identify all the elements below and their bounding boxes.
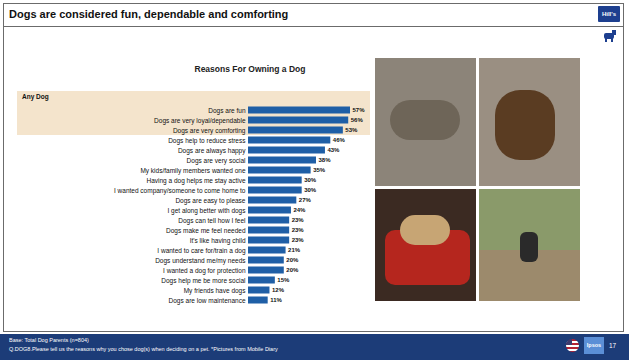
svg-text:35%: 35% [313,167,326,173]
html-text:17: 17 [609,342,617,349]
svg-text:30%: 30% [304,187,317,193]
svg-text:46%: 46% [333,137,346,143]
svg-text:Dogs help to reduce stress: Dogs help to reduce stress [168,137,246,145]
svg-text:21%: 21% [288,247,301,253]
html-text:Dogs are considered fun, depen: Dogs are considered fun, dependable and … [9,8,289,20]
html-text:Hill's: Hill's [601,11,616,17]
html-text:Base: Total Dog Parents (n=804: Base: Total Dog Parents (n=804) [9,337,89,343]
svg-text:Dogs are always happy: Dogs are always happy [178,147,246,155]
svg-text:43%: 43% [327,147,340,153]
svg-text:Dogs can tell how I feel: Dogs can tell how I feel [178,217,246,225]
svg-text:53%: 53% [345,127,358,133]
svg-text:23%: 23% [292,217,305,223]
html-text:Reasons For Owning a Dog: Reasons For Owning a Dog [194,64,306,74]
svg-text:I wanted a dog for protection: I wanted a dog for protection [163,267,246,275]
svg-text:56%: 56% [351,117,364,123]
html-text:Ipsos: Ipsos [586,342,602,348]
svg-text:Dogs make me feel needed: Dogs make me feel needed [166,227,246,235]
svg-text:Dogs are very social: Dogs are very social [187,157,246,165]
svg-text:12%: 12% [272,287,285,293]
svg-text:Dogs are low maintenance: Dogs are low maintenance [169,297,246,305]
svg-text:23%: 23% [292,237,305,243]
svg-text:30%: 30% [304,177,317,183]
svg-text:38%: 38% [319,157,332,163]
svg-text:57%: 57% [353,107,366,113]
svg-text:20%: 20% [286,257,299,263]
html-text:Q.DOG8.Please tell us the reas: Q.DOG8.Please tell us the reasons why yo… [9,346,278,352]
svg-text:Having a dog helps me stay act: Having a dog helps me stay active [147,177,246,185]
svg-text:15%: 15% [277,277,290,283]
svg-text:Dogs help me be more social: Dogs help me be more social [161,277,246,285]
svg-text:I get along better with dogs: I get along better with dogs [167,207,246,215]
svg-text:23%: 23% [292,227,305,233]
svg-text:Dogs are very comforting: Dogs are very comforting [173,127,246,135]
svg-text:My friends have dogs: My friends have dogs [184,287,247,295]
svg-text:24%: 24% [293,207,306,213]
svg-text:Dogs are very loyal/dependable: Dogs are very loyal/dependable [154,117,246,125]
svg-text:I wanted company/someone to co: I wanted company/someone to come home to [114,187,246,195]
svg-text:Dogs understand me/my needs: Dogs understand me/my needs [155,257,246,265]
svg-text:11%: 11% [270,297,282,303]
svg-text:20%: 20% [286,267,299,273]
svg-text:My kids/family members wanted: My kids/family members wanted one [140,167,246,175]
svg-text:Dogs are fun: Dogs are fun [208,107,246,115]
svg-text:I wanted to care for/train a d: I wanted to care for/train a dog [157,247,246,255]
html-text:Any Dog: Any Dog [22,93,49,100]
svg-text:It's like having child: It's like having child [190,237,246,245]
svg-text:Dogs are easy to please: Dogs are easy to please [175,197,245,205]
svg-text:27%: 27% [299,197,312,203]
